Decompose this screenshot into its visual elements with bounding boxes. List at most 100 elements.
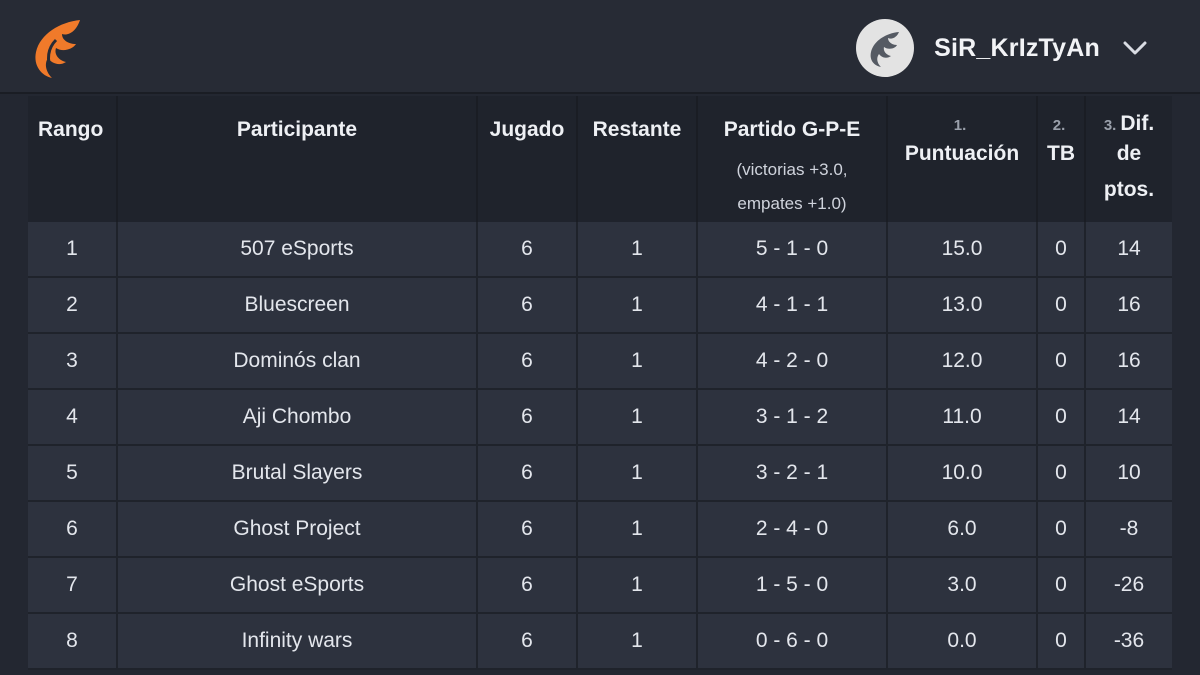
tb-tiebreak-order: 2. xyxy=(1052,117,1066,134)
cell-rank: 3 xyxy=(28,334,118,390)
table-row[interactable]: 6 Ghost Project 6 1 2 - 4 - 0 6.0 0 -8 xyxy=(28,502,1172,558)
column-header-diff[interactable]: 3. Dif. de ptos. xyxy=(1086,96,1172,222)
chevron-down-icon[interactable] xyxy=(1122,40,1148,56)
column-header-remaining[interactable]: Restante xyxy=(578,96,698,222)
cell-score: 3.0 xyxy=(888,558,1038,614)
column-header-played[interactable]: Jugado xyxy=(478,96,578,222)
cell-record: 3 - 2 - 1 xyxy=(698,446,888,502)
cell-diff: -36 xyxy=(1086,614,1172,670)
cell-participant[interactable]: Bluescreen xyxy=(118,278,478,334)
table-row[interactable]: 1 507 eSports 6 1 5 - 1 - 0 15.0 0 14 xyxy=(28,222,1172,278)
diff-label-1: Dif. xyxy=(1120,112,1155,135)
cell-played: 6 xyxy=(478,558,578,614)
cell-tb: 0 xyxy=(1038,334,1086,390)
cell-participant[interactable]: Infinity wars xyxy=(118,614,478,670)
cell-remaining: 1 xyxy=(578,278,698,334)
cell-tb: 0 xyxy=(1038,222,1086,278)
cell-participant[interactable]: Dominós clan xyxy=(118,334,478,390)
column-header-rank[interactable]: Rango xyxy=(28,96,118,222)
avatar[interactable] xyxy=(856,19,915,77)
cell-diff: 10 xyxy=(1086,446,1172,502)
cell-participant[interactable]: Ghost eSports xyxy=(118,558,478,614)
cell-remaining: 1 xyxy=(578,502,698,558)
cell-participant[interactable]: Brutal Slayers xyxy=(118,446,478,502)
cell-played: 6 xyxy=(478,502,578,558)
cell-remaining: 1 xyxy=(578,558,698,614)
username[interactable]: SiR_KrIzTyAn xyxy=(934,33,1100,62)
cell-score: 0.0 xyxy=(888,614,1038,670)
cell-played: 6 xyxy=(478,446,578,502)
standings-table-wrap: Rango Participante Jugado Restante Parti… xyxy=(28,96,1172,675)
table-row[interactable]: 2 Bluescreen 6 1 4 - 1 - 1 13.0 0 16 xyxy=(28,278,1172,334)
cell-participant[interactable]: 507 eSports xyxy=(118,222,478,278)
cell-remaining: 1 xyxy=(578,222,698,278)
cell-tb: 0 xyxy=(1038,558,1086,614)
wing-avatar-icon xyxy=(870,32,900,67)
cell-rank: 1 xyxy=(28,222,118,278)
table-header-row: Rango Participante Jugado Restante Parti… xyxy=(28,96,1172,222)
cell-remaining: 1 xyxy=(578,334,698,390)
top-bar: SiR_KrIzTyAn xyxy=(0,0,1200,94)
table-row[interactable]: 3 Dominós clan 6 1 4 - 2 - 0 12.0 0 16 xyxy=(28,334,1172,390)
cell-diff: -26 xyxy=(1086,558,1172,614)
cell-rank: 2 xyxy=(28,278,118,334)
cell-tb: 0 xyxy=(1038,446,1086,502)
cell-record: 5 - 1 - 0 xyxy=(698,222,888,278)
cell-record: 4 - 1 - 1 xyxy=(698,278,888,334)
tb-label: TB xyxy=(1047,142,1075,165)
cell-tb: 0 xyxy=(1038,390,1086,446)
cell-rank: 8 xyxy=(28,614,118,670)
table-row[interactable]: 7 Ghost eSports 6 1 1 - 5 - 0 3.0 0 -26 xyxy=(28,558,1172,614)
cell-tb: 0 xyxy=(1038,614,1086,670)
cell-played: 6 xyxy=(478,614,578,670)
cell-diff: -8 xyxy=(1086,502,1172,558)
cell-rank: 6 xyxy=(28,502,118,558)
cell-played: 6 xyxy=(478,390,578,446)
column-header-matches[interactable]: Partido G-P-E (victorias +3.0, empates +… xyxy=(698,96,888,222)
cell-record: 0 - 6 - 0 xyxy=(698,614,888,670)
diff-tiebreak-order: 3. xyxy=(1103,117,1117,134)
cell-record: 3 - 1 - 2 xyxy=(698,390,888,446)
table-row[interactable]: 8 Infinity wars 6 1 0 - 6 - 0 0.0 0 -36 xyxy=(28,614,1172,670)
cell-score: 10.0 xyxy=(888,446,1038,502)
cell-rank: 5 xyxy=(28,446,118,502)
cell-diff: 14 xyxy=(1086,222,1172,278)
cell-remaining: 1 xyxy=(578,446,698,502)
cell-record: 2 - 4 - 0 xyxy=(698,502,888,558)
table-row[interactable]: 4 Aji Chombo 6 1 3 - 1 - 2 11.0 0 14 xyxy=(28,390,1172,446)
score-tiebreak-order: 1. xyxy=(953,117,967,134)
score-label: Puntuación xyxy=(904,142,1020,165)
cell-played: 6 xyxy=(478,222,578,278)
cell-participant[interactable]: Aji Chombo xyxy=(118,390,478,446)
cell-score: 6.0 xyxy=(888,502,1038,558)
matches-sub-draws: empates +1.0) xyxy=(737,194,847,213)
cell-diff: 16 xyxy=(1086,334,1172,390)
cell-score: 13.0 xyxy=(888,278,1038,334)
cell-rank: 4 xyxy=(28,390,118,446)
cell-remaining: 1 xyxy=(578,614,698,670)
cell-played: 6 xyxy=(478,278,578,334)
cell-diff: 16 xyxy=(1086,278,1172,334)
cell-tb: 0 xyxy=(1038,502,1086,558)
standings-table: Rango Participante Jugado Restante Parti… xyxy=(28,96,1172,670)
diff-label-3: ptos. xyxy=(1103,178,1155,201)
table-row[interactable]: 5 Brutal Slayers 6 1 3 - 2 - 1 10.0 0 10 xyxy=(28,446,1172,502)
cell-played: 6 xyxy=(478,334,578,390)
cell-score: 11.0 xyxy=(888,390,1038,446)
cell-diff: 14 xyxy=(1086,390,1172,446)
cell-tb: 0 xyxy=(1038,278,1086,334)
matches-sub-wins: (victorias +3.0, xyxy=(736,160,848,179)
column-header-participant[interactable]: Participante xyxy=(118,96,478,222)
cell-rank: 7 xyxy=(28,558,118,614)
cell-score: 12.0 xyxy=(888,334,1038,390)
diff-label-2: de xyxy=(1116,142,1142,165)
matches-label: Partido G-P-E xyxy=(723,118,861,141)
column-header-tb[interactable]: 2. TB xyxy=(1038,96,1086,222)
cell-record: 4 - 2 - 0 xyxy=(698,334,888,390)
column-header-score[interactable]: 1. Puntuación xyxy=(888,96,1038,222)
cell-participant[interactable]: Ghost Project xyxy=(118,502,478,558)
cell-remaining: 1 xyxy=(578,390,698,446)
user-menu[interactable]: SiR_KrIzTyAn xyxy=(856,18,1148,78)
wing-logo-icon[interactable] xyxy=(30,18,88,80)
cell-record: 1 - 5 - 0 xyxy=(698,558,888,614)
